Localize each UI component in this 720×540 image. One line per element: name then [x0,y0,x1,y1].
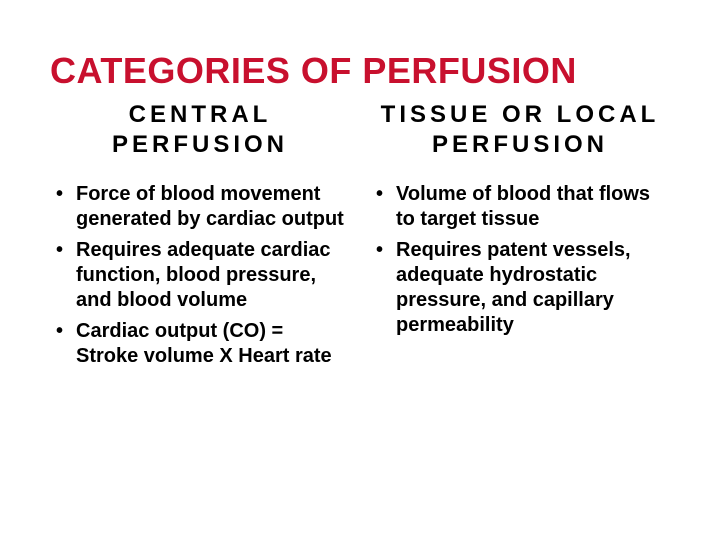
left-subheading-line2: PERFUSION [112,131,288,158]
left-subheading-line1: CENTRAL [129,101,272,128]
right-subheading-line1: TISSUE OR LOCAL [381,101,660,128]
list-item: Requires adequate cardiac function, bloo… [50,238,350,313]
list-item: Force of blood movement generated by car… [50,182,350,232]
right-subheading: TISSUE OR LOCAL PERFUSION [370,100,670,160]
list-item: Volume of blood that flows to target tis… [370,182,670,232]
left-column: CENTRAL PERFUSION Force of blood movemen… [50,100,350,375]
list-item: Cardiac output (CO) = Stroke volume X He… [50,319,350,369]
left-subheading: CENTRAL PERFUSION [50,100,350,160]
slide-title: CATEGORIES OF PERFUSION [50,50,670,92]
right-subheading-line2: PERFUSION [432,131,608,158]
right-column: TISSUE OR LOCAL PERFUSION Volume of bloo… [370,100,670,375]
list-item: Requires patent vessels, adequate hydros… [370,238,670,338]
right-bullet-list: Volume of blood that flows to target tis… [370,182,670,338]
left-bullet-list: Force of blood movement generated by car… [50,182,350,369]
content-columns: CENTRAL PERFUSION Force of blood movemen… [50,100,670,375]
